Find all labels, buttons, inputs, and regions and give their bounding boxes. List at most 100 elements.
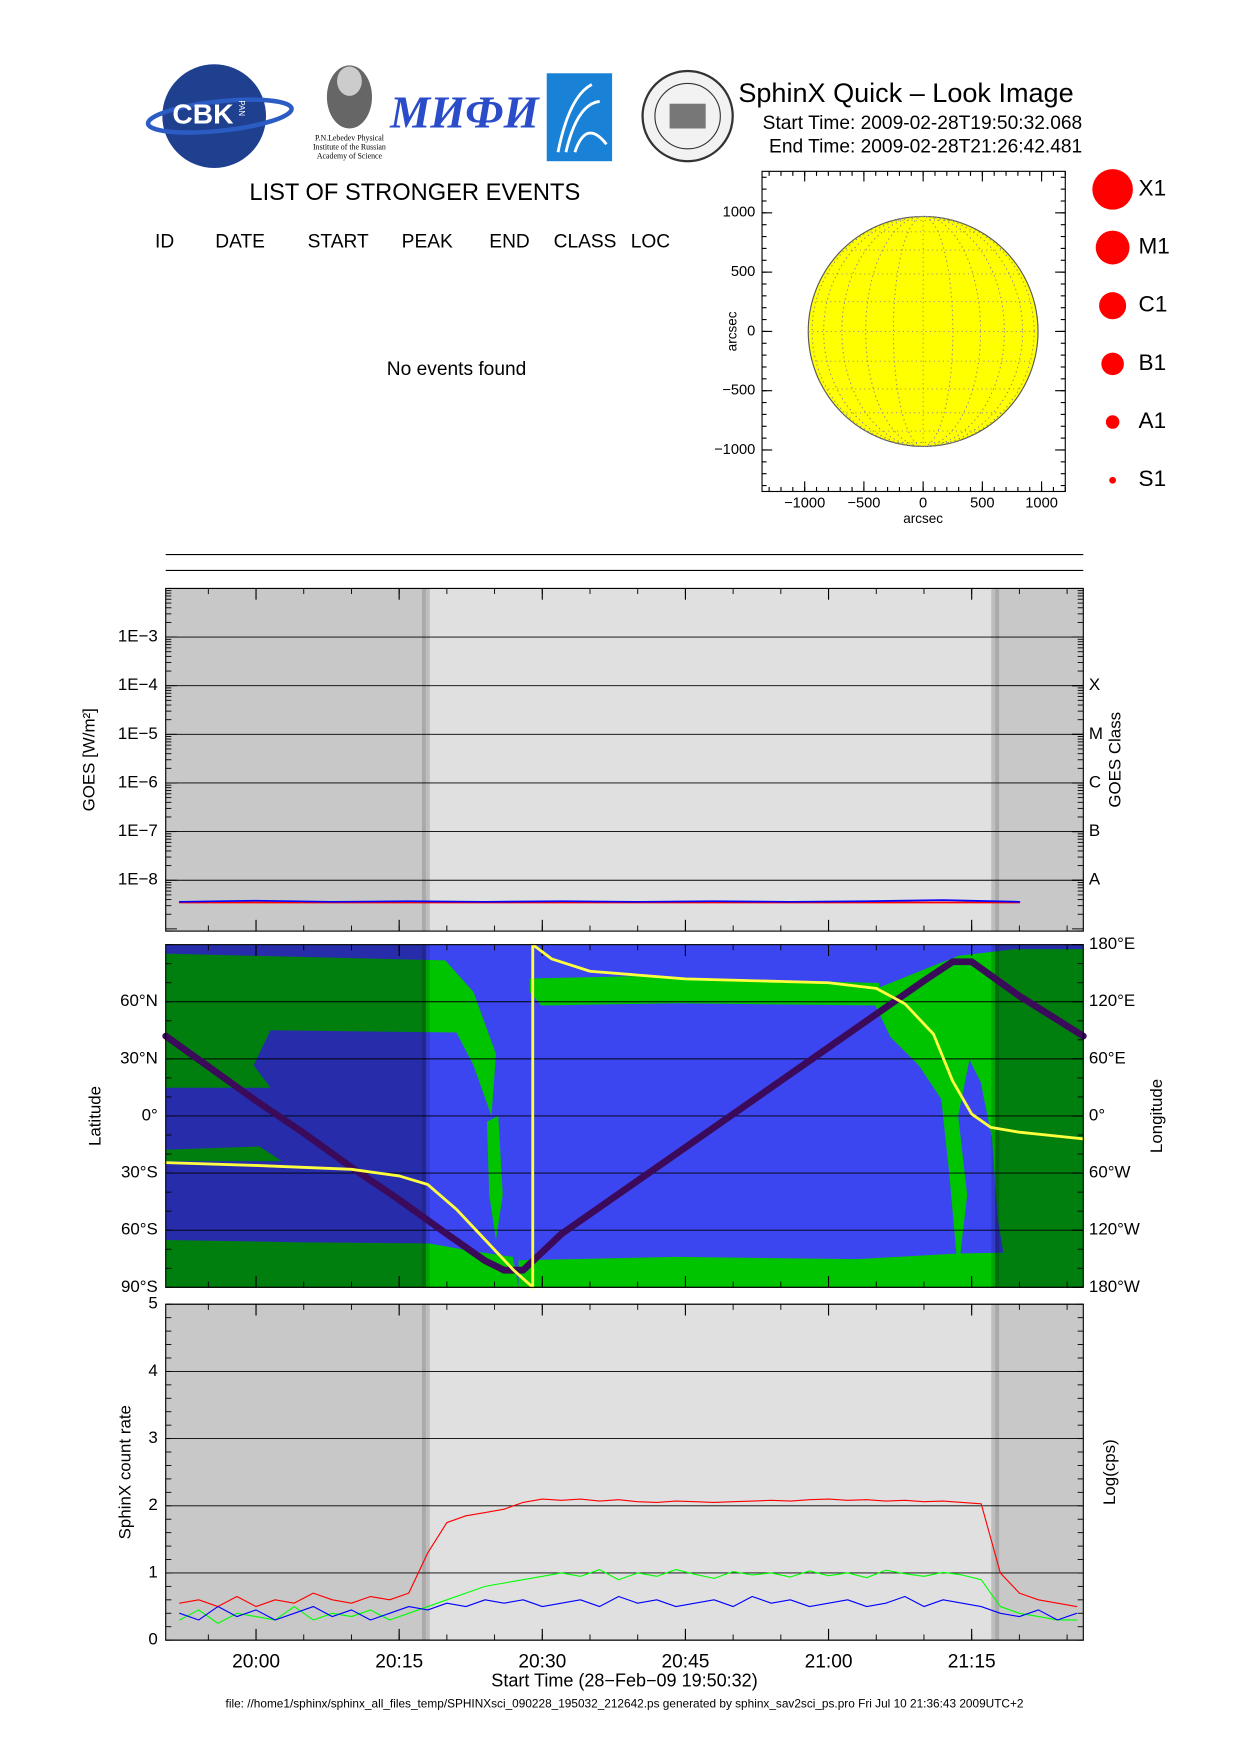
footer: file: //home1/sphinx/sphinx_all_files_te… [226, 1697, 1024, 1711]
heliographic-grid [865, 215, 982, 447]
seal-building [669, 103, 706, 129]
y-tick-label: 30°N [120, 1048, 158, 1067]
y-tick-label: 1E−4 [118, 675, 158, 694]
plot-frame [165, 1303, 1084, 1641]
page-title: SphinX Quick – Look Image [738, 78, 1073, 108]
night-shade [995, 588, 1084, 932]
y-axis-label: GOES [W/m²] [80, 708, 99, 811]
class-marker [1092, 169, 1133, 210]
y-tick-label: 90°S [121, 1277, 158, 1296]
logo-text: CBK [172, 98, 234, 130]
class-marker [1109, 476, 1116, 484]
x-axis-label: arcsec [903, 511, 943, 526]
events-column: END [489, 231, 529, 252]
y-tick-label: 500 [731, 264, 755, 280]
class-marker [1099, 292, 1127, 320]
y-tick-label: 0 [148, 1630, 157, 1649]
y2-tick-label: 60°E [1089, 1048, 1126, 1067]
logo-caption: Institute of the Russian [313, 142, 386, 151]
cbk-logo: CBK PAN [145, 64, 294, 168]
y2-tick-label: X [1089, 675, 1100, 694]
land [529, 976, 880, 1006]
y-tick-label: 3 [148, 1428, 157, 1447]
y2-axis-label: Log(cps) [1100, 1439, 1119, 1505]
night-shade [165, 588, 426, 932]
events-column: LOC [631, 231, 671, 252]
terminator-band [421, 588, 430, 932]
y2-tick-label: 120°W [1089, 1220, 1140, 1239]
y-tick-label: 1E−3 [118, 627, 158, 646]
y-tick-label: 1000 [723, 205, 756, 221]
y2-tick-label: 0° [1089, 1105, 1105, 1124]
x-tick-label: 20:15 [375, 1652, 423, 1673]
start-time: Start Time: 2009-02-28T19:50:32.068 [763, 113, 1082, 134]
logo-text: PAN [237, 100, 246, 116]
land [165, 1239, 519, 1288]
x-tick-label: 21:15 [948, 1652, 996, 1673]
events-column: START [308, 231, 369, 252]
events-column: ID [155, 231, 174, 252]
y2-tick-label: 120°E [1089, 991, 1135, 1010]
seal-inner [654, 82, 721, 150]
x-tick-label: 1000 [1025, 496, 1058, 512]
portrait-face [337, 66, 362, 96]
logo-orbit [145, 97, 294, 135]
y-tick-label: 1E−5 [118, 724, 158, 743]
land [868, 949, 1084, 1288]
land [486, 1115, 503, 1240]
logo-caption: P.N.Lebedev Physical [315, 133, 385, 142]
plot-frame [165, 587, 1084, 932]
class-label: X1 [1139, 175, 1167, 200]
events-column: CLASS [554, 231, 617, 252]
y-tick-label: 60°S [121, 1220, 158, 1239]
seal-logo [641, 69, 734, 163]
y2-axis-label: Longitude [1147, 1079, 1166, 1153]
y-axis-label: arcsec [724, 311, 739, 351]
x-axis-label: Start Time (28−Feb−09 19:50:32) [491, 1671, 757, 1691]
series-line [162, 958, 1087, 1274]
x-tick-label: 20:45 [661, 1652, 709, 1673]
land-mask [165, 949, 1084, 1288]
land [518, 1251, 1084, 1288]
night-shade [165, 1304, 426, 1641]
y2-tick-label: C [1089, 772, 1101, 791]
series-line [164, 943, 1085, 1289]
y-tick-label: 0 [747, 323, 755, 339]
series-line [179, 1498, 1078, 1608]
y2-tick-label: 60°W [1089, 1163, 1131, 1182]
class-label: A1 [1139, 408, 1167, 433]
terminator-band [991, 588, 1000, 932]
y2-tick-label: 180°W [1089, 1277, 1140, 1296]
class-marker [1095, 230, 1130, 265]
land [165, 953, 496, 1116]
y-tick-label: 1E−7 [118, 821, 158, 840]
logo-arcs [556, 83, 608, 153]
y-tick-label: 60°N [120, 991, 158, 1010]
events-message: No events found [387, 359, 527, 380]
end-time: End Time: 2009-02-28T21:26:42.481 [769, 137, 1082, 158]
x-tick-label: −500 [847, 496, 880, 512]
land [165, 1146, 282, 1162]
y2-tick-label: M [1089, 724, 1103, 743]
y2-axis-label: GOES Class [1105, 712, 1124, 808]
events-title: LIST OF STRONGER EVENTS [249, 180, 580, 206]
class-label: S1 [1139, 466, 1167, 491]
y-tick-label: 4 [148, 1361, 157, 1380]
class-label: M1 [1139, 233, 1170, 258]
events-column: PEAK [402, 231, 453, 252]
plot-frame [761, 170, 1066, 493]
y-tick-label: 1 [148, 1562, 157, 1581]
x-tick-label: 0 [919, 496, 927, 512]
y-tick-label: −1000 [714, 442, 755, 458]
logo-caption: Academy of Science [317, 152, 383, 161]
y-axis-label: Latitude [85, 1086, 104, 1146]
class-marker [1105, 415, 1120, 429]
series-line [179, 1595, 1078, 1621]
logo-disc [162, 64, 267, 168]
heliographic-grid [823, 215, 1024, 447]
x-tick-label: 500 [970, 496, 994, 512]
x-tick-label: 20:00 [232, 1652, 280, 1673]
class-marker [1101, 352, 1124, 376]
